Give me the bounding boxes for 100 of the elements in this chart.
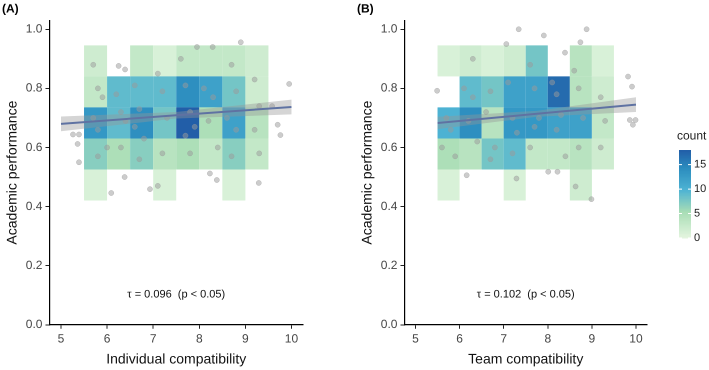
point — [554, 168, 560, 175]
point — [118, 144, 124, 150]
point — [118, 109, 124, 115]
point — [136, 156, 142, 162]
point — [492, 144, 498, 150]
point — [228, 153, 234, 160]
point — [252, 126, 258, 133]
point — [488, 88, 494, 94]
x-tick-label: 7 — [500, 331, 508, 346]
point — [452, 153, 458, 160]
point — [182, 132, 188, 139]
y-tick-label: 0.0 — [26, 317, 43, 332]
point — [154, 70, 161, 76]
x-axis-title: Team compatibility — [468, 350, 584, 366]
point — [588, 196, 594, 202]
point — [76, 132, 82, 138]
x-tick-label: 5 — [58, 331, 65, 346]
y-tick-label: 0.4 — [380, 198, 398, 213]
point — [572, 184, 578, 190]
x-tick-label: 8 — [196, 331, 203, 346]
point — [470, 94, 476, 100]
x-tick-label: 9 — [588, 331, 596, 346]
point — [95, 86, 101, 92]
color-bar-label: 0 — [694, 232, 700, 244]
point — [562, 153, 568, 160]
point — [598, 94, 604, 100]
point — [510, 150, 516, 156]
point — [238, 39, 244, 46]
point — [233, 126, 240, 133]
point — [206, 118, 212, 124]
point — [192, 124, 198, 130]
point — [147, 186, 153, 192]
point — [210, 94, 216, 100]
point — [90, 62, 96, 68]
point — [108, 190, 114, 196]
point — [488, 156, 494, 162]
point — [274, 122, 280, 128]
chart-title: (A) — [2, 2, 19, 16]
point — [474, 138, 480, 144]
point — [625, 74, 631, 80]
point — [122, 174, 128, 180]
y-tick-label: 1.0 — [380, 22, 398, 36]
y-tick-label: 1.0 — [26, 22, 43, 36]
point — [256, 150, 262, 156]
y-tick-label: 0.8 — [26, 80, 43, 95]
point — [178, 56, 184, 62]
x-tick-label: 6 — [104, 331, 111, 346]
point — [154, 183, 161, 189]
point — [233, 88, 240, 94]
point — [470, 56, 476, 62]
point — [187, 150, 193, 156]
point — [576, 86, 582, 92]
point — [116, 63, 122, 69]
point — [74, 141, 80, 147]
point — [132, 124, 138, 130]
point — [527, 144, 533, 150]
point — [252, 76, 258, 82]
point — [545, 168, 552, 175]
point — [505, 80, 511, 86]
point — [286, 81, 292, 87]
point — [629, 84, 635, 90]
point — [201, 86, 207, 92]
point — [141, 136, 147, 142]
x-tick-label: 7 — [150, 331, 157, 346]
point — [448, 126, 454, 133]
point — [503, 41, 510, 47]
point — [95, 126, 101, 133]
point — [207, 170, 213, 176]
annotation: τ = 0.102 (p < 0.05) — [476, 288, 575, 300]
color-bar-label: 15 — [694, 158, 706, 171]
point — [576, 144, 582, 150]
y-tick-label: 0.4 — [26, 198, 43, 213]
y-tick-label: 0.8 — [380, 80, 398, 95]
point — [182, 82, 188, 88]
point — [113, 91, 120, 98]
y-tick-label: 0.2 — [380, 258, 398, 272]
point — [434, 88, 440, 94]
point — [256, 180, 262, 186]
point — [483, 109, 489, 115]
point — [514, 130, 520, 136]
point — [95, 153, 101, 160]
x-tick-label: 10 — [284, 331, 298, 346]
y-tick-label: 0.0 — [380, 317, 398, 332]
point — [100, 94, 106, 100]
point — [516, 26, 522, 32]
point — [214, 144, 221, 150]
point — [578, 39, 584, 46]
y-axis-title: Academic performance — [358, 100, 374, 245]
x-tick-label: 10 — [629, 331, 643, 346]
point — [160, 150, 166, 156]
y-axis-title: Academic performance — [3, 100, 20, 245]
point — [540, 32, 547, 38]
point — [571, 68, 578, 74]
point — [554, 91, 560, 98]
y-tick-label: 0.6 — [26, 140, 43, 154]
point — [532, 86, 538, 92]
point — [439, 144, 445, 150]
point — [464, 172, 470, 178]
x-axis-title: Individual compatibility — [106, 350, 246, 366]
point — [76, 159, 82, 166]
